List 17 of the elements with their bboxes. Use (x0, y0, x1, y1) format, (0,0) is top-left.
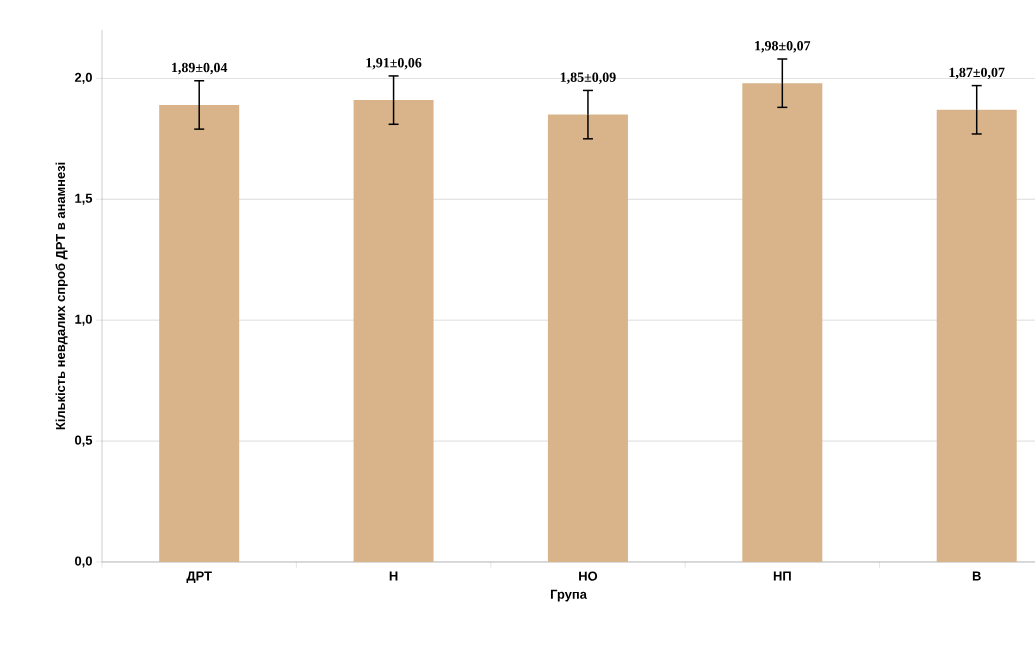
x-tick-label: Н (389, 571, 398, 581)
x-tick-label: НО (579, 571, 598, 581)
data-label: 1,98±0,07 (755, 41, 811, 53)
y-axis-title: Кількість невдалих спроб ДРТ в анамнезі (55, 162, 68, 430)
data-label: 1,87±0,07 (949, 67, 1005, 80)
data-label: 1,91±0,06 (366, 57, 422, 70)
y-tick-label: 1,5 (75, 193, 93, 205)
y-tick-label: 0,0 (75, 556, 92, 568)
x-axis-title: Група (550, 589, 587, 602)
x-tick-label: ДРТ (186, 571, 212, 583)
y-tick-label: 0,5 (75, 435, 93, 447)
y-tick-label: 2,0 (74, 72, 92, 84)
x-tick-label: В (972, 571, 981, 581)
data-label: 1,89±0,04 (172, 62, 228, 75)
data-label: 1,85±0,09 (560, 72, 616, 84)
y-tick-label: 1,0 (75, 314, 92, 326)
x-tick-label: НП (773, 571, 791, 581)
